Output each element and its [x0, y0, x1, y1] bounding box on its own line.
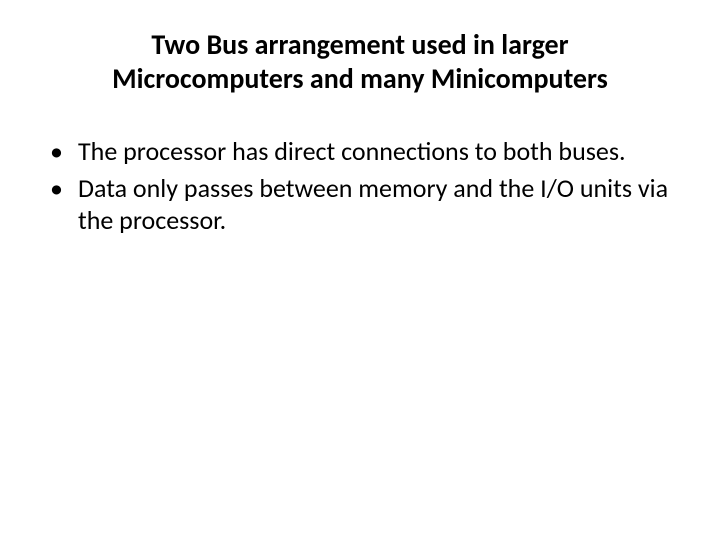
slide-container: Two Bus arrangement used in larger Micro… — [0, 0, 720, 540]
bullet-item: The processor has direct connections to … — [50, 135, 680, 168]
bullet-item: Data only passes between memory and the … — [50, 172, 680, 237]
bullet-list: The processor has direct connections to … — [40, 135, 680, 237]
slide-title: Two Bus arrangement used in larger Micro… — [40, 28, 680, 95]
